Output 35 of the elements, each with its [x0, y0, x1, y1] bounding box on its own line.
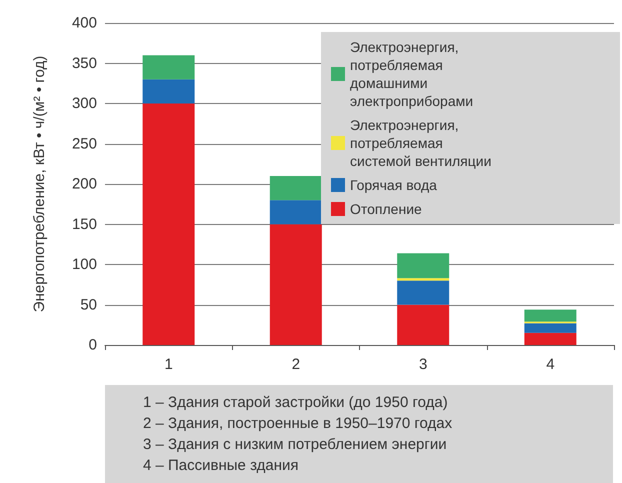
bar — [397, 304, 450, 345]
text: 3 – Здания с низким потреблением энергии — [143, 436, 447, 453]
y-tick-label: 150 — [72, 216, 97, 233]
legend-label: Электроэнергия, потребляемая домашними электроприборами — [350, 39, 474, 109]
y-tick-label: 250 — [72, 135, 97, 152]
bar — [270, 200, 322, 224]
bar — [270, 176, 322, 200]
x-tick-label: 3 — [418, 356, 428, 373]
bar — [524, 310, 576, 322]
text: 4 – Пассивные здания — [143, 457, 298, 474]
text: 1 – Здания старой застройки (до 1950 года) — [143, 394, 448, 411]
x-tick-label: 1 — [164, 356, 173, 373]
bar — [142, 79, 195, 104]
bar — [142, 55, 195, 80]
y-tick-label: 100 — [72, 256, 97, 273]
bar — [397, 278, 450, 281]
bar — [397, 253, 450, 278]
y-tick-label: 50 — [80, 296, 97, 314]
y-tick-label: 0 — [88, 336, 97, 354]
y-tick-label: 200 — [72, 176, 97, 192]
legend-label: Отопление — [350, 201, 422, 217]
bar — [142, 104, 195, 345]
y-tick-label: 350 — [72, 54, 97, 72]
x-tick-label: 4 — [546, 356, 555, 373]
y-axis-title: Энергопотребление, кВт • ч/(м² • год) — [31, 56, 48, 312]
bar — [524, 323, 576, 333]
y-tick-label: 400 — [72, 14, 97, 32]
bar — [524, 332, 576, 345]
x-tick-label: 2 — [292, 356, 300, 373]
text: 2 – Здания, построенные в 1950–1970 годах — [143, 415, 453, 432]
legend-label: Электроэнергия, потребляемая системой вентиляции — [350, 117, 492, 169]
y-tick-label: 300 — [72, 95, 97, 112]
legend-label: Горячая вода — [350, 177, 438, 193]
bar — [270, 224, 322, 345]
bar — [397, 280, 450, 305]
